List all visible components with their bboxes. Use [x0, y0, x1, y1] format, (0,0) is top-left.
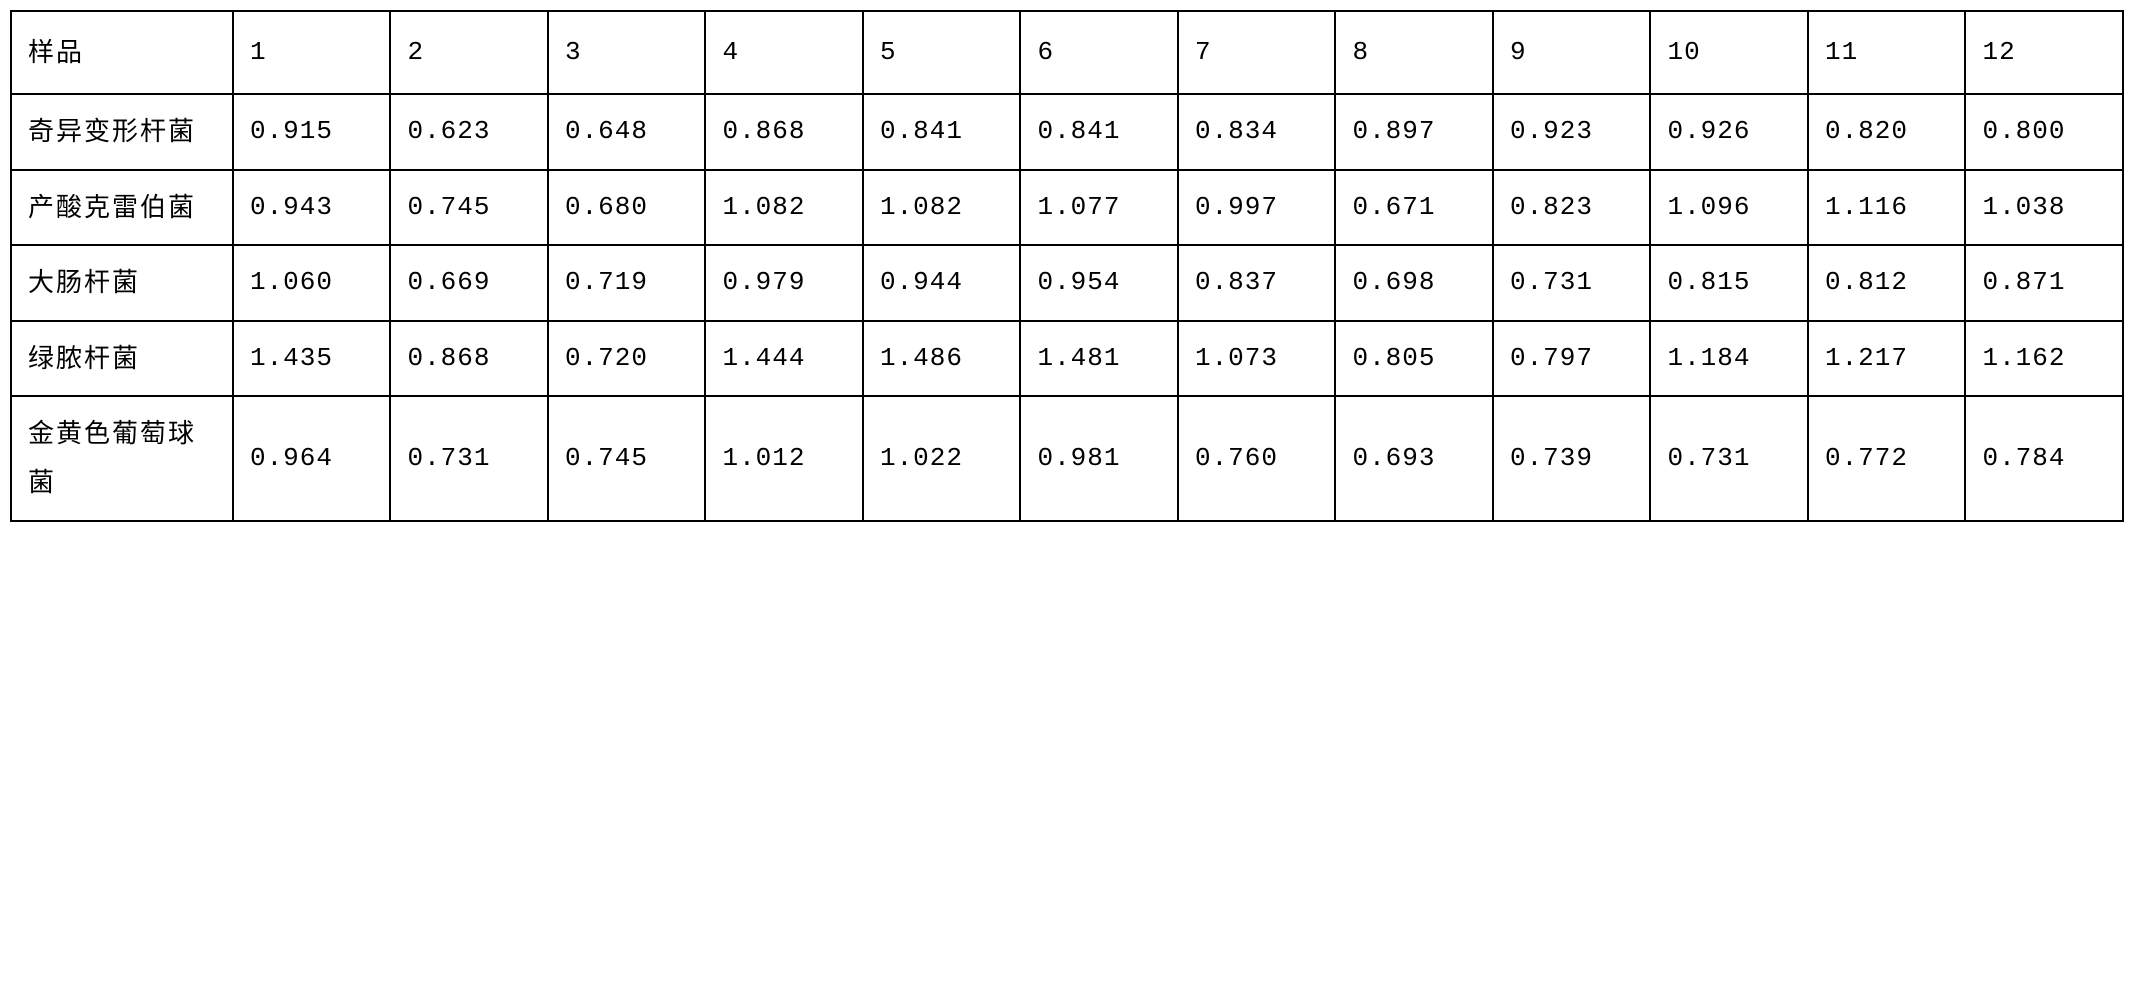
data-cell: 0.784 — [1965, 396, 2123, 521]
column-header-cell: 9 — [1493, 11, 1651, 94]
data-cell: 1.022 — [863, 396, 1021, 521]
data-cell: 1.444 — [705, 321, 863, 396]
data-cell: 0.648 — [548, 94, 706, 169]
row-label-cell: 奇异变形杆菌 — [11, 94, 233, 169]
column-header-cell: 8 — [1335, 11, 1493, 94]
data-cell: 0.772 — [1808, 396, 1966, 521]
data-cell: 0.841 — [1020, 94, 1178, 169]
data-cell: 0.680 — [548, 170, 706, 245]
data-cell: 1.038 — [1965, 170, 2123, 245]
data-cell: 0.964 — [233, 396, 391, 521]
data-cell: 0.731 — [1493, 245, 1651, 320]
data-cell: 0.997 — [1178, 170, 1336, 245]
data-cell: 0.720 — [548, 321, 706, 396]
data-cell: 0.800 — [1965, 94, 2123, 169]
data-cell: 0.739 — [1493, 396, 1651, 521]
table-row: 大肠杆菌1.0600.6690.7190.9790.9440.9540.8370… — [11, 245, 2123, 320]
column-header-cell: 11 — [1808, 11, 1966, 94]
data-cell: 1.486 — [863, 321, 1021, 396]
data-cell: 1.435 — [233, 321, 391, 396]
data-cell: 0.915 — [233, 94, 391, 169]
data-cell: 0.671 — [1335, 170, 1493, 245]
data-cell: 0.623 — [390, 94, 548, 169]
data-cell: 0.745 — [390, 170, 548, 245]
table-row: 产酸克雷伯菌0.9430.7450.6801.0821.0821.0770.99… — [11, 170, 2123, 245]
data-table: 样品123456789101112奇异变形杆菌0.9150.6230.6480.… — [10, 10, 2124, 522]
data-cell: 0.805 — [1335, 321, 1493, 396]
table-row: 奇异变形杆菌0.9150.6230.6480.8680.8410.8410.83… — [11, 94, 2123, 169]
column-header-cell: 10 — [1650, 11, 1808, 94]
data-cell: 0.944 — [863, 245, 1021, 320]
data-cell: 0.745 — [548, 396, 706, 521]
data-cell: 1.082 — [863, 170, 1021, 245]
data-cell: 0.719 — [548, 245, 706, 320]
data-cell: 0.868 — [705, 94, 863, 169]
data-cell: 0.868 — [390, 321, 548, 396]
data-cell: 0.698 — [1335, 245, 1493, 320]
data-cell: 0.954 — [1020, 245, 1178, 320]
data-cell: 0.834 — [1178, 94, 1336, 169]
column-header-cell: 7 — [1178, 11, 1336, 94]
data-cell: 0.897 — [1335, 94, 1493, 169]
data-cell: 1.162 — [1965, 321, 2123, 396]
data-cell: 1.073 — [1178, 321, 1336, 396]
data-cell: 0.812 — [1808, 245, 1966, 320]
data-cell: 0.923 — [1493, 94, 1651, 169]
data-cell: 0.841 — [863, 94, 1021, 169]
column-header-cell: 6 — [1020, 11, 1178, 94]
data-cell: 0.669 — [390, 245, 548, 320]
column-header-cell: 5 — [863, 11, 1021, 94]
data-cell: 0.837 — [1178, 245, 1336, 320]
data-cell: 0.731 — [1650, 396, 1808, 521]
data-cell: 0.926 — [1650, 94, 1808, 169]
column-header-cell: 1 — [233, 11, 391, 94]
data-cell: 1.481 — [1020, 321, 1178, 396]
header-label-cell: 样品 — [11, 11, 233, 94]
data-cell: 1.082 — [705, 170, 863, 245]
data-cell: 0.693 — [1335, 396, 1493, 521]
data-cell: 0.979 — [705, 245, 863, 320]
data-cell: 0.981 — [1020, 396, 1178, 521]
row-label-cell: 大肠杆菌 — [11, 245, 233, 320]
data-cell: 0.871 — [1965, 245, 2123, 320]
data-cell: 1.096 — [1650, 170, 1808, 245]
data-cell: 1.116 — [1808, 170, 1966, 245]
table-body: 样品123456789101112奇异变形杆菌0.9150.6230.6480.… — [11, 11, 2123, 521]
data-cell: 1.012 — [705, 396, 863, 521]
column-header-cell: 4 — [705, 11, 863, 94]
row-label-cell: 产酸克雷伯菌 — [11, 170, 233, 245]
data-cell: 1.217 — [1808, 321, 1966, 396]
row-label-cell: 绿脓杆菌 — [11, 321, 233, 396]
data-cell: 0.815 — [1650, 245, 1808, 320]
data-cell: 0.797 — [1493, 321, 1651, 396]
column-header-cell: 3 — [548, 11, 706, 94]
data-cell: 0.823 — [1493, 170, 1651, 245]
data-cell: 0.760 — [1178, 396, 1336, 521]
data-cell: 1.077 — [1020, 170, 1178, 245]
data-cell: 1.060 — [233, 245, 391, 320]
table-row: 金黄色葡萄球菌0.9640.7310.7451.0121.0220.9810.7… — [11, 396, 2123, 521]
data-cell: 0.820 — [1808, 94, 1966, 169]
table-header-row: 样品123456789101112 — [11, 11, 2123, 94]
data-cell: 0.731 — [390, 396, 548, 521]
table-row: 绿脓杆菌1.4350.8680.7201.4441.4861.4811.0730… — [11, 321, 2123, 396]
data-cell: 1.184 — [1650, 321, 1808, 396]
column-header-cell: 2 — [390, 11, 548, 94]
data-cell: 0.943 — [233, 170, 391, 245]
column-header-cell: 12 — [1965, 11, 2123, 94]
row-label-cell: 金黄色葡萄球菌 — [11, 396, 233, 521]
